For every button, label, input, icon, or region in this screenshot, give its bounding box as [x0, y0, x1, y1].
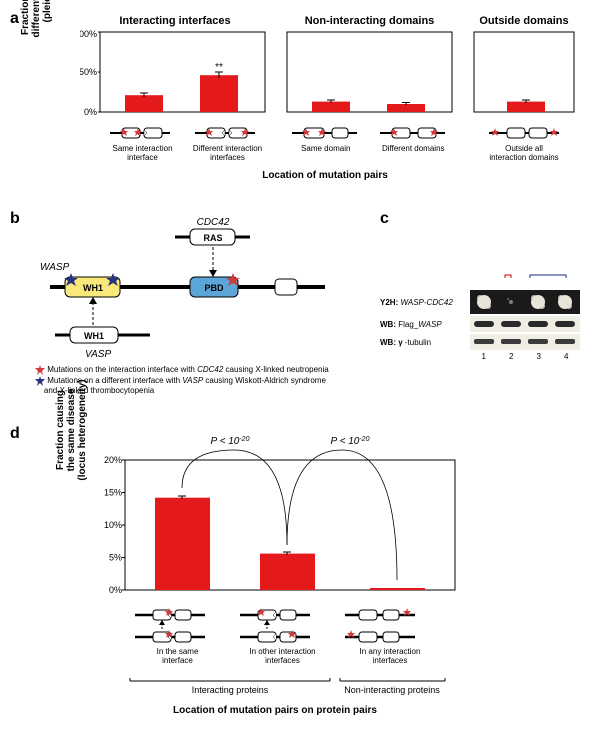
svg-text:PBD: PBD	[204, 283, 224, 293]
panel-d-label: d	[10, 425, 20, 443]
panel-a-chart-3	[469, 27, 579, 122]
panel-a-section-interacting: Interacting interfaces 0% 50% 100% **	[80, 15, 270, 162]
panel-a-section-outside: Outside domains Outside allinteraction d…	[469, 15, 579, 162]
panel-a-icon-3	[282, 122, 367, 144]
svg-text:WH1: WH1	[83, 283, 103, 293]
svg-text:0%: 0%	[109, 585, 122, 595]
panel-d-icon-3	[335, 605, 425, 647]
panel-d-ylabel: Fraction causing the same disease (locus…	[55, 370, 88, 490]
panel-d: Fraction causing the same disease (locus…	[60, 430, 480, 730]
panel-c-row-wb-tubulin: WB: γ -tubulin	[380, 334, 590, 350]
svg-text:0%: 0%	[84, 107, 97, 117]
panel-a-icon-2	[185, 122, 265, 144]
svg-text:Non-interacting proteins: Non-interacting proteins	[344, 685, 440, 695]
panel-b-diagram: CDC42 RAS WASP WH1 PBD WH1 VASP	[35, 215, 355, 365]
svg-text:10%: 10%	[104, 520, 122, 530]
panel-d-chart: 0% 5% 10% 15% 20% P < 10-20 P < 10-20	[100, 430, 480, 605]
panel-a-label: a	[10, 10, 19, 28]
panel-b-label: b	[10, 210, 20, 228]
svg-text:**: **	[215, 62, 223, 73]
svg-text:CDC42: CDC42	[197, 217, 230, 228]
panel-d-section-brackets: Interacting proteins Non-interacting pro…	[125, 678, 455, 703]
panel-a-chart-1: 0% 50% 100% **	[80, 27, 270, 122]
panel-a-ylabel: Fraction causing different diseases (ple…	[20, 0, 53, 40]
panel-a-icon-5	[469, 122, 579, 144]
svg-text:15%: 15%	[104, 488, 122, 498]
panel-a-icon-4	[370, 122, 455, 144]
svg-text:Interacting proteins: Interacting proteins	[192, 685, 269, 695]
panel-a-section-noninteracting: Non-interacting domains	[282, 15, 457, 162]
panel-c-row-wb-flag: WB: Flag_WASP	[380, 316, 590, 332]
svg-text:RAS: RAS	[203, 233, 222, 243]
svg-text:WH1: WH1	[84, 331, 104, 341]
panel-d-icon-2	[230, 605, 320, 647]
panel-a: Fraction causing different diseases (ple…	[40, 15, 590, 180]
panel-c-header: WT WASP I294T R41G E131K Inside PBD doma…	[380, 220, 590, 290]
svg-text:50%: 50%	[80, 67, 97, 77]
svg-text:P < 10-20: P < 10-20	[331, 436, 370, 448]
svg-text:100%: 100%	[80, 29, 97, 39]
svg-text:20%: 20%	[104, 455, 122, 465]
svg-text:P < 10-20: P < 10-20	[211, 436, 250, 448]
svg-text:WASP: WASP	[40, 262, 70, 273]
panel-d-icon-1	[125, 605, 215, 647]
svg-text:VASP: VASP	[85, 349, 111, 360]
svg-text:5%: 5%	[109, 553, 122, 563]
panel-a-chart-2	[282, 27, 457, 122]
panel-c: WT WASP I294T R41G E131K Inside PBD doma…	[380, 220, 590, 361]
panel-c-row-y2h: Y2H: WASP-CDC42	[380, 290, 590, 314]
panel-a-icon-1	[100, 122, 180, 144]
